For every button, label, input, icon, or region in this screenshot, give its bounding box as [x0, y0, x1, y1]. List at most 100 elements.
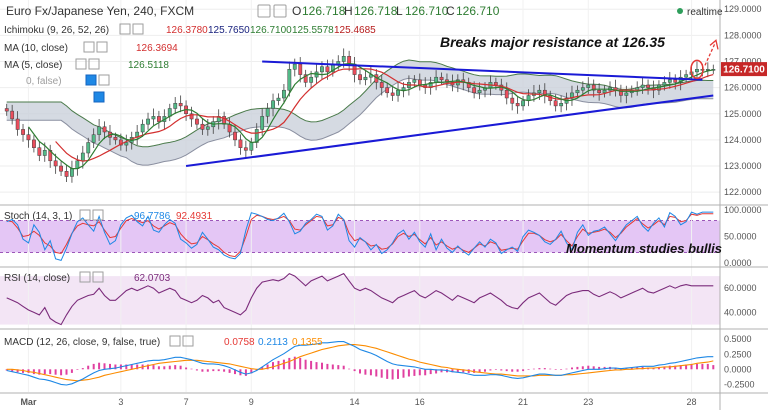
- eye-icon[interactable]: [92, 271, 104, 283]
- macd-histogram-bar: [157, 366, 160, 370]
- macd-histogram-bar: [70, 369, 73, 373]
- settings-icon[interactable]: [257, 4, 271, 18]
- open-label: O: [292, 4, 301, 18]
- settings-icon[interactable]: [83, 41, 95, 53]
- macd-histogram-bar: [272, 362, 274, 370]
- settings-icon[interactable]: [169, 335, 181, 347]
- candle-body: [417, 79, 422, 86]
- eye-icon[interactable]: [93, 91, 105, 103]
- eye-icon[interactable]: [273, 4, 287, 18]
- breakout-arrow: [704, 43, 716, 66]
- eye-icon[interactable]: [96, 41, 108, 53]
- candle-body: [586, 84, 591, 88]
- eye-icon[interactable]: [92, 209, 104, 221]
- ichimoku-label[interactable]: Ichimoku (9, 26, 52, 26): [4, 25, 109, 36]
- ichimoku-value-1: 126.3780: [166, 25, 208, 36]
- candle-body: [157, 116, 161, 122]
- high-value: 126.718: [354, 4, 398, 18]
- macd-histogram-bar: [217, 369, 220, 372]
- ma10-line: [55, 68, 714, 162]
- indicator-legend: Ichimoku (9, 26, 52, 26) 126.3780 125.76…: [4, 23, 376, 103]
- stoch-k-line: [6, 211, 714, 262]
- candle-body: [200, 123, 205, 130]
- macd-histogram-bar: [266, 364, 269, 370]
- price-badge-box: [721, 62, 767, 77]
- arrow-head-icon: [709, 39, 719, 50]
- stoch-label[interactable]: Stoch (14, 3, 1): [4, 211, 72, 222]
- macd-histogram-bar: [641, 366, 644, 370]
- macd-histogram-bar: [369, 369, 372, 376]
- macd-histogram-bar: [554, 369, 557, 370]
- rsi-label[interactable]: RSI (14, close): [4, 273, 70, 284]
- candle-body: [80, 152, 85, 162]
- ma5-label[interactable]: MA (5, close): [4, 60, 62, 71]
- candle-body: [396, 89, 400, 96]
- macd-histogram-bar: [54, 369, 57, 375]
- macd-histogram-bar: [571, 367, 573, 370]
- time-tick-label: 14: [350, 397, 360, 407]
- candle-body: [102, 126, 107, 133]
- stoch-tick-label: 0.0000: [724, 258, 752, 268]
- candle-body: [146, 118, 150, 125]
- eye-icon[interactable]: [88, 58, 100, 70]
- macd-histogram-bar: [516, 369, 519, 372]
- macd-histogram-bar: [321, 362, 323, 370]
- candle-body: [37, 147, 42, 156]
- eye-icon[interactable]: [85, 74, 97, 86]
- settings-icon[interactable]: [119, 23, 131, 35]
- hidden-indicator-label[interactable]: 0, false): [26, 76, 62, 87]
- low-label: L: [396, 4, 403, 18]
- candle-body: [292, 63, 297, 70]
- candle-body: [624, 92, 629, 96]
- high-label: H: [344, 4, 353, 18]
- candle-body: [4, 108, 9, 112]
- settings-icon[interactable]: [79, 271, 91, 283]
- time-tick-label: 9: [249, 397, 254, 407]
- candle-body: [493, 82, 498, 86]
- eye-icon[interactable]: [132, 23, 144, 35]
- rsi-band: [0, 276, 720, 325]
- macd-value-2: 0.2113: [258, 337, 288, 348]
- macd-histogram-bar: [76, 369, 79, 370]
- price-tick-label: 128.0000: [724, 30, 762, 40]
- macd-histogram-bar: [598, 366, 601, 370]
- open-value: 126.718: [302, 4, 346, 18]
- eye-icon[interactable]: [182, 335, 194, 347]
- macd-histogram-bar: [668, 365, 671, 370]
- settings-icon[interactable]: [98, 74, 110, 86]
- settings-icon[interactable]: [79, 209, 91, 221]
- macd-histogram-bar: [418, 369, 421, 376]
- candle-body: [477, 89, 482, 94]
- macd-histogram-bar: [163, 366, 166, 370]
- macd-histogram-bar: [674, 365, 677, 370]
- symbol-title[interactable]: Euro Fx/Japanese Yen, 240, FXCM: [6, 4, 194, 18]
- macd-histogram-bar: [81, 368, 84, 370]
- price-badge-value: 126.7100: [723, 65, 765, 76]
- macd-histogram-bar: [581, 366, 584, 370]
- macd-histogram-bar: [315, 362, 318, 370]
- time-tick-label: 23: [583, 397, 593, 407]
- settings-icon[interactable]: [75, 58, 87, 70]
- macd-label[interactable]: MACD (12, 26, close, 9, false, true): [4, 337, 160, 348]
- ma10-label[interactable]: MA (10, close): [4, 43, 68, 54]
- candle-body: [591, 84, 596, 91]
- price-tick-label: 122.0000: [724, 187, 762, 197]
- macd-tick-label: 0.2500: [724, 349, 752, 359]
- macd-histogram-bar: [136, 364, 139, 370]
- macd-histogram-bar: [11, 369, 14, 372]
- macd-histogram-bar: [489, 369, 492, 371]
- macd-histogram-bar: [701, 363, 704, 370]
- macd-histogram-bar: [500, 369, 503, 371]
- candle-body: [260, 116, 265, 130]
- candle-body: [521, 100, 525, 107]
- macd-histogram-bar: [679, 365, 682, 370]
- macd-histogram-bar: [663, 366, 666, 370]
- macd-histogram-bar: [467, 369, 470, 373]
- candle-body: [59, 165, 63, 172]
- candle-body: [575, 89, 580, 94]
- macd-tick-label: -0.2500: [724, 379, 755, 389]
- macd-histogram-bar: [712, 365, 715, 370]
- macd-pane: [0, 330, 720, 392]
- macd-histogram-bar: [538, 368, 541, 370]
